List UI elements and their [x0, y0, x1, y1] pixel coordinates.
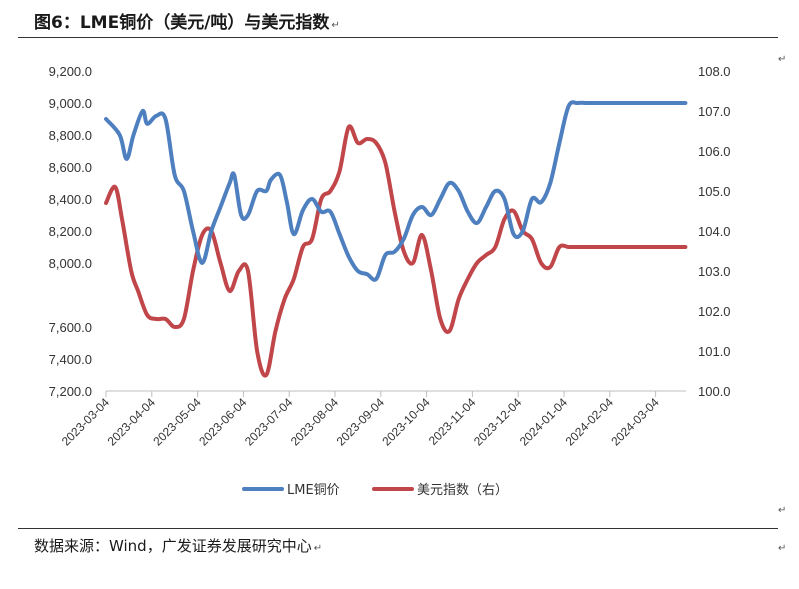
x-tick-label: 2024-01-04 [517, 395, 571, 449]
source-text: 数据来源：Wind，广发证券发展研究中心 [34, 537, 312, 555]
x-tick-label: 2023-06-04 [196, 395, 250, 449]
y-left-tick-label: 8,200.0 [49, 224, 92, 239]
y-left-tick-label: 7,400.0 [49, 352, 92, 367]
y-right-tick-label: 105.0 [698, 184, 731, 199]
paragraph-mark-icon: ↵ [778, 543, 787, 554]
source-note: 数据来源：Wind，广发证券发展研究中心 ↵ [34, 535, 322, 556]
x-tick-label: 2024-03-04 [608, 395, 662, 449]
x-tick-label: 2023-07-04 [242, 395, 296, 449]
x-tick-label: 2023-09-04 [334, 395, 388, 449]
y-left-tick-label: 9,000.0 [49, 96, 92, 111]
x-tick-label: 2023-04-04 [105, 395, 159, 449]
paragraph-mark-icon: ↵ [778, 54, 787, 65]
y-right-tick-label: 108.0 [698, 64, 731, 79]
y-right-tick-label: 103.0 [698, 264, 731, 279]
x-tick-label: 2023-08-04 [288, 395, 342, 449]
y-left-tick-label: 8,000.0 [49, 256, 92, 271]
legend-label-lme-copper: LME铜价 [287, 483, 340, 498]
legend-label-usd-index: 美元指数（右） [417, 483, 508, 498]
y-right-tick-label: 104.0 [698, 224, 731, 239]
y-left-tick-label: 9,200.0 [49, 64, 92, 79]
x-tick-label: 2024-02-04 [563, 395, 617, 449]
y-left-tick-label: 7,600.0 [49, 320, 92, 335]
y-left-tick-label: 8,400.0 [49, 192, 92, 207]
series-line-lme-copper [104, 100, 688, 282]
y-right-tick-label: 107.0 [698, 104, 731, 119]
x-tick-label: 2023-03-04 [59, 395, 113, 449]
paragraph-mark-icon: ↵ [313, 543, 323, 554]
top-rule [18, 37, 778, 38]
y-right-tick-label: 106.0 [698, 144, 731, 159]
y-right-tick-label: 100.0 [698, 384, 731, 399]
y-left-tick-label: 7,200.0 [49, 384, 92, 399]
x-tick-label: 2023-10-04 [379, 395, 433, 449]
chart-title-text: 图6：LME铜价（美元/吨）与美元指数 [34, 13, 330, 33]
x-tick-label: 2023-12-04 [471, 395, 525, 449]
paragraph-mark-icon: ↵ [778, 505, 787, 516]
paragraph-mark-icon: ↵ [331, 20, 340, 31]
x-tick-label: 2023-11-04 [426, 395, 479, 448]
y-right-tick-label: 101.0 [698, 344, 731, 359]
y-right-tick-label: 102.0 [698, 304, 731, 319]
bottom-rule [18, 528, 778, 529]
series-line-usd-index [104, 124, 688, 378]
x-tick-label: 2023-05-04 [150, 395, 204, 449]
y-left-tick-label: 8,800.0 [49, 128, 92, 143]
chart-title: 图6：LME铜价（美元/吨）与美元指数 ↵ [34, 8, 340, 33]
y-left-tick-label: 8,600.0 [49, 160, 92, 175]
